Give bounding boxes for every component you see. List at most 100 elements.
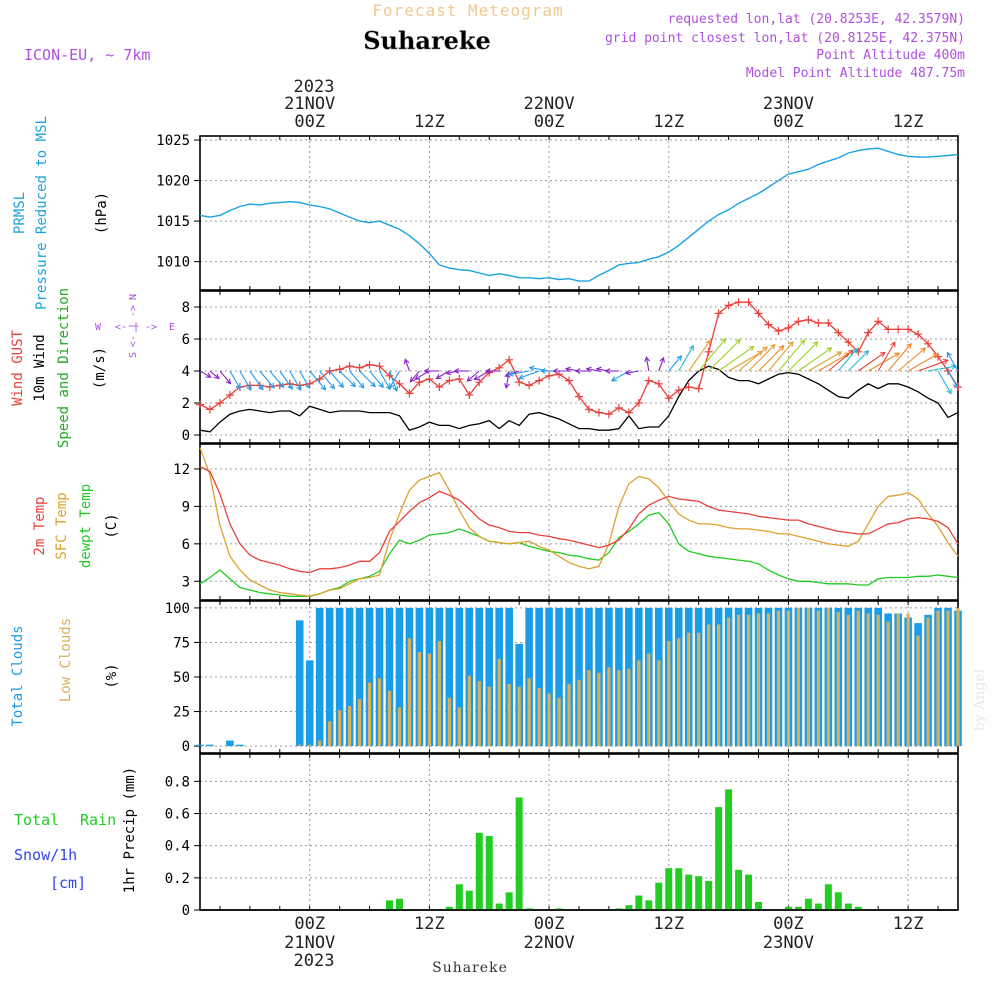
gust-marker bbox=[764, 320, 773, 329]
low-cloud-bar bbox=[407, 638, 412, 747]
pressure-ytick-label: 1025 bbox=[156, 133, 190, 149]
gust-marker bbox=[365, 360, 374, 369]
gust-marker bbox=[644, 376, 653, 385]
wind-arrow-head bbox=[946, 351, 952, 358]
precip-unit: 1hr Precip (mm) bbox=[122, 767, 138, 893]
gust-marker bbox=[914, 330, 923, 339]
wind-arrow-head bbox=[799, 339, 806, 346]
wind-arrow bbox=[698, 338, 727, 372]
rain-bar bbox=[475, 832, 483, 910]
precip-label-rain: Rain bbox=[80, 811, 116, 829]
low-cloud-bar bbox=[727, 617, 731, 747]
rain-bar bbox=[515, 797, 523, 910]
wind-arrow-head bbox=[604, 368, 611, 374]
wind-arrow-head bbox=[624, 369, 631, 376]
wind-arrow-head bbox=[507, 370, 514, 377]
total-cloud-bar bbox=[525, 607, 533, 747]
rain-bar bbox=[675, 868, 683, 910]
precip-label-cm: [cm] bbox=[50, 874, 86, 892]
low-cloud-bar bbox=[687, 632, 691, 747]
gust-marker bbox=[704, 347, 713, 356]
wind-arrow bbox=[474, 370, 490, 381]
bottom-hour-label: 12Z bbox=[893, 914, 924, 934]
wind-arrow-head bbox=[585, 366, 592, 373]
precip-panel: 0 0.2 0.4 0.6 0.8 bbox=[165, 753, 959, 919]
rain-bar bbox=[395, 898, 403, 910]
gust-marker bbox=[714, 309, 723, 318]
wind-arrow-head bbox=[863, 350, 870, 356]
wind-arrow-head bbox=[246, 385, 252, 392]
wind-arrow bbox=[229, 370, 241, 389]
precip-ytick-label: 0.6 bbox=[165, 807, 190, 823]
gust-marker bbox=[225, 391, 234, 399]
total-cloud-bar bbox=[305, 660, 314, 747]
wind-arrow bbox=[279, 370, 293, 390]
wind-label-gust: Wind GUST bbox=[10, 330, 26, 406]
temp-frame bbox=[199, 443, 959, 601]
gust-marker bbox=[634, 399, 643, 407]
bottom-hour-label: 00Z bbox=[534, 914, 565, 934]
wind-arrow-head bbox=[769, 343, 776, 350]
wind-arrow bbox=[269, 370, 284, 388]
gust-marker bbox=[565, 376, 574, 385]
gust-marker bbox=[624, 408, 633, 417]
wind-arrow-head bbox=[539, 368, 546, 374]
gust-marker bbox=[894, 325, 903, 334]
rain-bar bbox=[685, 874, 693, 910]
total-cloud-bar bbox=[575, 607, 583, 747]
gust-marker bbox=[684, 383, 693, 391]
clouds-ytick-label: 75 bbox=[173, 635, 190, 651]
wind-arrow bbox=[917, 359, 948, 372]
wind-arrow-head bbox=[890, 341, 896, 348]
wind-arrow-head bbox=[942, 358, 949, 365]
compass-n: N bbox=[128, 294, 139, 300]
wind-arrow-head bbox=[320, 384, 327, 391]
wind-arrow-head bbox=[836, 351, 843, 357]
wind-arrow bbox=[625, 370, 639, 374]
clouds-ytick-label: 25 bbox=[173, 705, 190, 721]
wind-arrow bbox=[309, 370, 326, 391]
gust-marker bbox=[355, 363, 364, 372]
wind-arrow bbox=[389, 370, 400, 389]
wind-arrow-head bbox=[484, 368, 491, 374]
pressure-ytick-label: 1010 bbox=[156, 255, 190, 271]
low-cloud-bar bbox=[527, 678, 531, 747]
wind-frame bbox=[199, 290, 959, 444]
bottom-hour-label: 00Z bbox=[294, 914, 325, 934]
rain-bar bbox=[655, 882, 663, 910]
rain-bar bbox=[745, 874, 753, 910]
low-cloud-bar bbox=[856, 610, 860, 747]
rain-bar bbox=[715, 807, 723, 910]
wind-arrow-head bbox=[812, 341, 819, 347]
temp-panel: 3 6 9 12 bbox=[173, 443, 959, 601]
gust-marker bbox=[604, 410, 613, 419]
wind-arrow-head bbox=[932, 353, 939, 359]
top-hour-label: 12Z bbox=[653, 112, 684, 132]
low-cloud-bar bbox=[886, 621, 890, 747]
footer-station: Suhareke bbox=[432, 960, 508, 976]
wind-arrow bbox=[349, 370, 365, 389]
total-cloud-bar bbox=[226, 740, 234, 747]
gust-marker bbox=[205, 405, 214, 414]
wind-arrow bbox=[708, 339, 741, 372]
wind-arrow bbox=[738, 346, 768, 372]
low-cloud-bar bbox=[547, 693, 551, 747]
low-cloud-bar bbox=[926, 617, 930, 747]
gust-marker bbox=[584, 405, 593, 414]
wind-arrow-head bbox=[445, 369, 452, 376]
rain-bar bbox=[814, 903, 822, 910]
wind-arrow bbox=[947, 370, 958, 388]
wind-arrow bbox=[818, 352, 850, 372]
wind-arrow-head bbox=[659, 356, 665, 363]
low-cloud-bar bbox=[427, 653, 431, 747]
wind-arrow-head bbox=[879, 351, 886, 358]
wind-arrow bbox=[887, 343, 912, 372]
pressure-panel: 1010 1015 1020 1025 bbox=[156, 133, 959, 291]
rain-bar bbox=[635, 895, 643, 910]
rain-bar bbox=[495, 903, 503, 910]
wind-arrow-head bbox=[466, 376, 473, 382]
wind-ytick-label: 6 bbox=[182, 332, 190, 348]
wind-label-dir: Speed and Direction bbox=[56, 288, 72, 448]
